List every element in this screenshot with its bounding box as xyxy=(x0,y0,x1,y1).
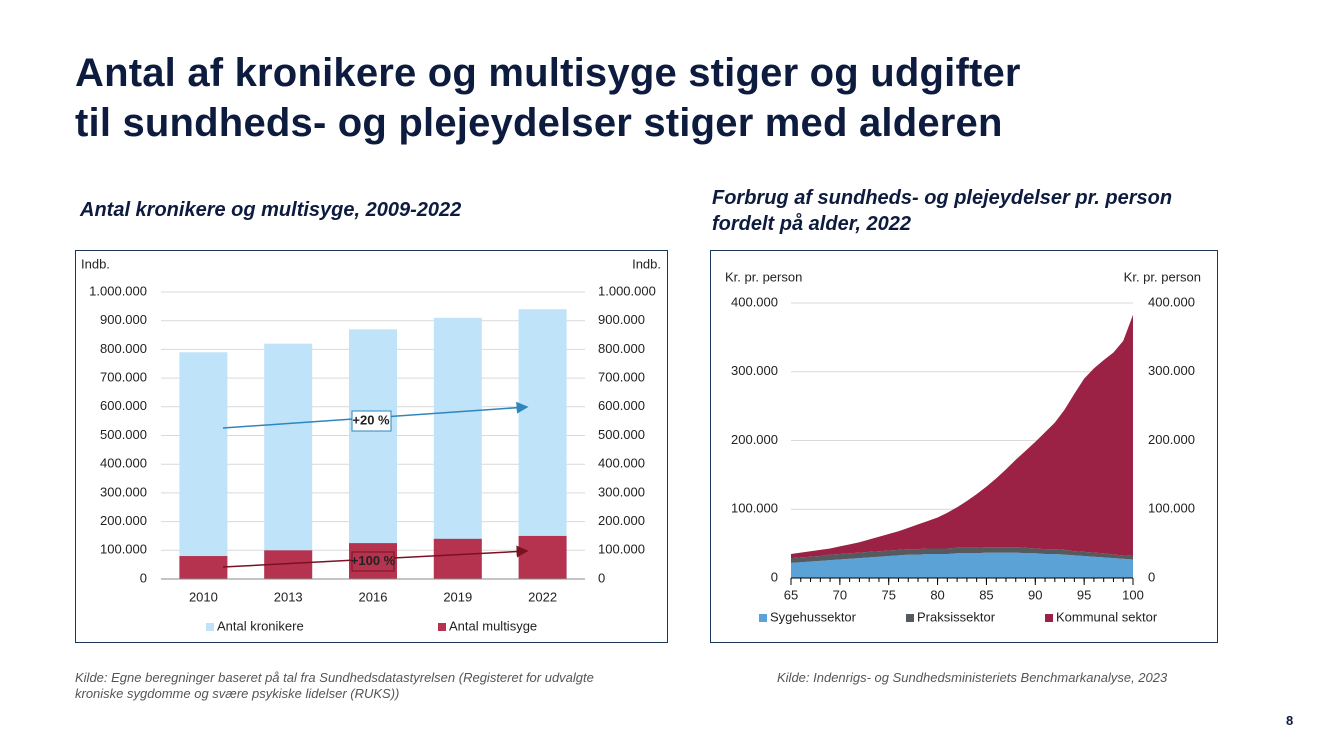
x-tick-label: 95 xyxy=(1077,587,1091,602)
bar xyxy=(518,309,567,579)
legend-label: Antal kronikere xyxy=(217,618,304,633)
y-tick-label: 200.000 xyxy=(731,432,778,447)
chart-frame: 0 100.000 200.000 300.000 400.000 500.000 600.… xyxy=(75,250,668,643)
bar xyxy=(264,343,313,579)
x-tick-label: 75 xyxy=(881,587,895,602)
y-tick-label: 300.000 xyxy=(100,484,147,499)
source: Kilde: Egne beregninger baseret på tal f… xyxy=(75,670,594,701)
y2-tick-label: 1.000.000 xyxy=(598,283,656,298)
y-tick-label: 400.000 xyxy=(100,456,147,471)
area xyxy=(791,547,1133,563)
y2-tick-label: 0 xyxy=(1148,569,1155,584)
chart-title: Forbrug af sundheds- og plejeydelser pr.… xyxy=(712,187,1173,235)
y-tick-label: 700.000 xyxy=(100,370,147,385)
x-tick-label: 100 xyxy=(1122,587,1144,602)
y-tick-label: 0 xyxy=(140,570,147,585)
x-tick-label: 2022 xyxy=(528,589,557,604)
bar xyxy=(518,535,567,579)
page-number: 8 xyxy=(1286,713,1294,728)
x-tick-label: 85 xyxy=(979,587,993,602)
y-tick-label: 300.000 xyxy=(731,363,778,378)
x-tick-label: 80 xyxy=(930,587,944,602)
bar xyxy=(433,538,482,579)
y2-tick-label: 200.000 xyxy=(598,513,645,528)
x-tick-label: 2016 xyxy=(359,589,388,604)
x-tick-label: 2013 xyxy=(274,589,303,604)
annotation-box xyxy=(351,410,392,432)
legend-swatch xyxy=(759,614,767,622)
y2-axis-label: Kr. pr. person xyxy=(1124,269,1201,284)
y-tick-label: 400.000 xyxy=(731,294,778,309)
x-tick-label: 90 xyxy=(1028,587,1042,602)
y-tick-label: 500.000 xyxy=(100,427,147,442)
y-tick-label: 900.000 xyxy=(100,312,147,327)
area xyxy=(791,552,1133,578)
bar xyxy=(179,556,228,579)
y2-axis-label: Indb. xyxy=(632,256,661,271)
title-line: Antal af kronikere og multisyge stiger o… xyxy=(75,51,1021,95)
legend-swatch xyxy=(438,623,446,631)
bar xyxy=(433,317,482,579)
y2-tick-label: 800.000 xyxy=(598,341,645,356)
area xyxy=(791,314,1133,559)
legend-label: Praksissektor xyxy=(917,609,996,624)
y-tick-label: 800.000 xyxy=(100,341,147,356)
y2-tick-label: 400.000 xyxy=(1148,294,1195,309)
legend-swatch xyxy=(1045,614,1053,622)
y2-tick-label: 100.000 xyxy=(598,542,645,557)
chart: 0 100.000 200.000 300.000 400.000 500.000 600.… xyxy=(81,256,661,633)
y-tick-label: 1.000.000 xyxy=(89,283,147,298)
x-tick-label: 65 xyxy=(784,587,798,602)
y-axis-label: Kr. pr. person xyxy=(725,269,802,284)
chart-title: Antal kronikere og multisyge, 2009-2022 xyxy=(80,199,462,221)
chart: 0 100.000 200.000 300.000 400.000 0 100.000 200… xyxy=(725,269,1201,624)
legend-label: Sygehussektor xyxy=(770,609,857,624)
y-tick-label: 100.000 xyxy=(731,501,778,516)
annotation-box xyxy=(351,551,395,572)
y2-tick-label: 500.000 xyxy=(598,427,645,442)
title-line: til sundheds- og plejeydelser stiger med… xyxy=(75,101,1003,145)
y2-tick-label: 700.000 xyxy=(598,370,645,385)
y-axis-label: Indb. xyxy=(81,256,110,271)
chart-frame: 0 100.000 200.000 300.000 400.000 0 100.000 200… xyxy=(710,250,1218,643)
y2-tick-label: 0 xyxy=(598,570,605,585)
y-tick-label: 0 xyxy=(771,569,778,584)
y2-tick-label: 900.000 xyxy=(598,312,645,327)
annotation: +20 % xyxy=(352,412,390,427)
slide-title: Antal af kronikere og multisyge stiger o… xyxy=(75,48,1021,148)
y2-tick-label: 600.000 xyxy=(598,398,645,413)
annotation: +100 % xyxy=(351,553,396,568)
y2-tick-label: 300.000 xyxy=(598,484,645,499)
source: Kilde: Indenrigs- og Sundhedsministeriet… xyxy=(777,670,1168,685)
x-tick-label: 2010 xyxy=(189,589,218,604)
y2-tick-label: 400.000 xyxy=(598,456,645,471)
legend-label: Antal multisyge xyxy=(449,618,537,633)
y-tick-label: 100.000 xyxy=(100,542,147,557)
y-tick-label: 600.000 xyxy=(100,398,147,413)
x-tick-label: 70 xyxy=(833,587,847,602)
y-tick-label: 200.000 xyxy=(100,513,147,528)
y2-tick-label: 200.000 xyxy=(1148,432,1195,447)
legend-swatch xyxy=(206,623,214,631)
bar xyxy=(349,329,397,579)
y2-tick-label: 100.000 xyxy=(1148,501,1195,516)
y2-tick-label: 300.000 xyxy=(1148,363,1195,378)
legend-swatch xyxy=(906,614,914,622)
bar xyxy=(179,352,228,579)
x-tick-label: 2019 xyxy=(443,589,472,604)
legend-label: Kommunal sektor xyxy=(1056,609,1158,624)
